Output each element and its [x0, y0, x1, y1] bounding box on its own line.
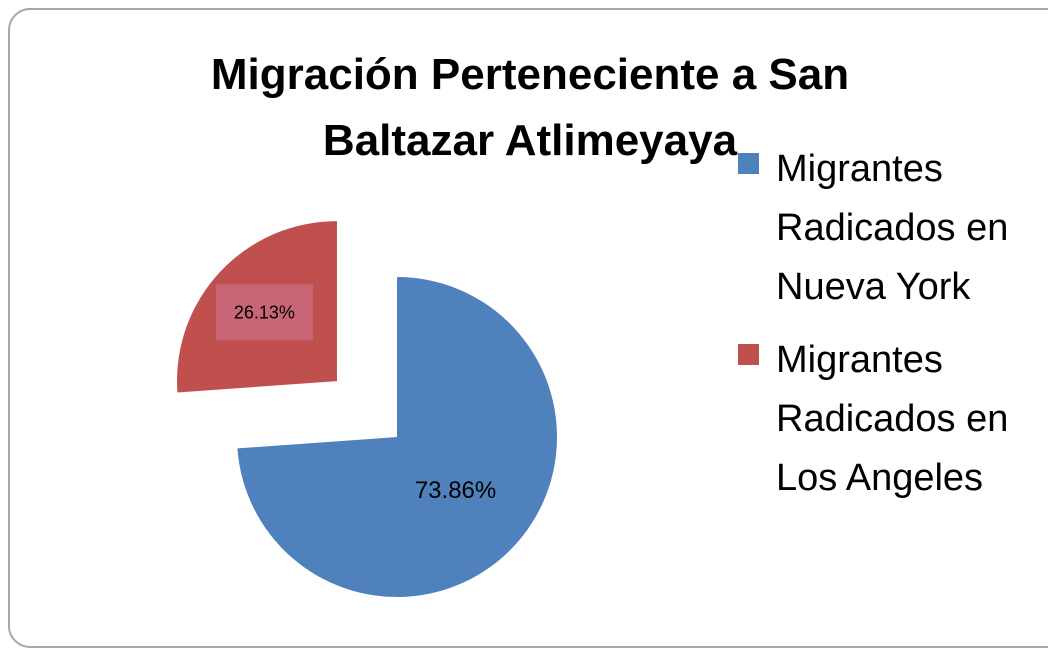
legend-label: Migrantes Radicados en Los Angeles: [776, 339, 1009, 499]
chart-title: Migración Perteneciente a San Baltazar A…: [210, 50, 850, 165]
data-label: 73.86%: [415, 477, 496, 504]
legend-entry: Migrantes Radicados en Los Angeles: [738, 331, 1028, 508]
legend-label: Migrantes Radicados en Nueva York: [776, 148, 1009, 308]
pie-chart: 73.86% 26.13%: [176, 221, 558, 597]
chart-area: 73.86% 26.13% Migración Perteneciente a S…: [8, 8, 1048, 648]
data-label-box: [215, 284, 313, 341]
legend-swatch: [738, 153, 759, 174]
legend: Migrantes Radicados en Nueva York Migrant…: [738, 140, 1028, 508]
data-label: 26.13%: [234, 302, 295, 322]
legend-entry: Migrantes Radicados en Nueva York: [738, 140, 1028, 317]
pie-slice: [237, 277, 558, 597]
legend-swatch: [738, 344, 759, 365]
